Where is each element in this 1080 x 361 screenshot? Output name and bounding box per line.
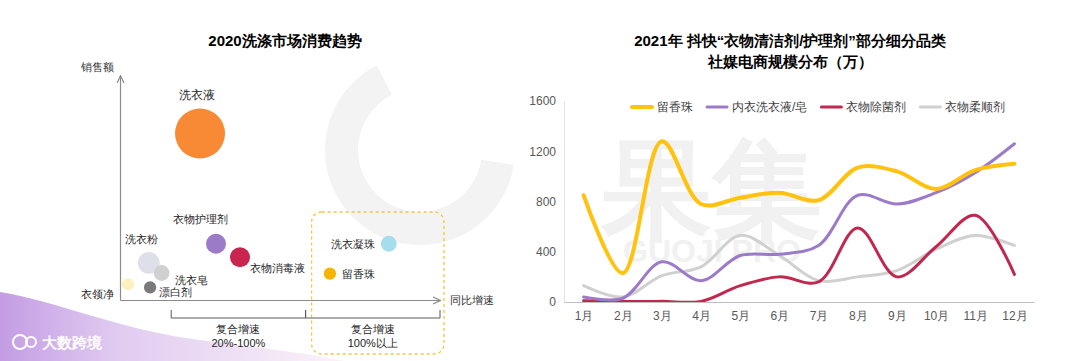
legend-item: 衣物除菌剂 <box>821 100 906 114</box>
tick: 2月 <box>614 302 633 323</box>
tick: 1月 <box>575 302 594 323</box>
tick: 12月 <box>1002 302 1027 323</box>
x-axis <box>121 300 441 301</box>
tick: 400 <box>536 245 564 259</box>
bubble <box>381 236 397 252</box>
bubble-label: 衣领净 <box>81 288 114 300</box>
legend-label: 衣物除菌剂 <box>846 100 906 114</box>
bubble-label: 衣物消毒液 <box>250 262 305 274</box>
tick-label: 2月 <box>614 309 633 323</box>
background-arc <box>325 65 514 245</box>
tick-label: 11月 <box>964 309 988 323</box>
legend-swatch <box>632 105 652 109</box>
bubble <box>206 234 226 254</box>
tick-label: 4月 <box>692 309 711 323</box>
bubble-label: 洗衣粉 <box>125 233 158 245</box>
tick: 1200 <box>529 145 564 159</box>
highlight-box <box>312 212 444 354</box>
series-line <box>584 235 1015 297</box>
tick-label: 8月 <box>849 309 868 323</box>
legend-swatch <box>920 106 940 109</box>
series-line <box>584 141 1015 273</box>
tick-label: 5月 <box>731 309 750 323</box>
tick-label: 9月 <box>888 309 907 323</box>
line-chart: 2021年 抖快“衣物清洁剂/护理剂”部分细分品类社媒电商规模分布（万） 0 400… <box>529 32 1034 323</box>
tick: 3月 <box>653 302 672 323</box>
bubble-label: 衣物护理剂 <box>173 213 228 225</box>
axis-title: 销售额 <box>80 61 114 73</box>
y-axis: 0 400 800 1200 1600 <box>529 94 564 309</box>
chart-title: 2021年 抖快“衣物清洁剂/护理剂”部分细分品类 <box>634 32 946 49</box>
series-line <box>584 215 1015 302</box>
legend-item: 内衣洗衣液/皂 <box>707 100 807 114</box>
legend-label: 衣物柔顺剂 <box>945 100 1005 114</box>
legend-label: 内衣洗衣液/皂 <box>732 100 807 114</box>
tick: 11月 <box>964 302 988 323</box>
background-wave <box>0 292 345 361</box>
tick: 0 <box>549 295 564 309</box>
bubble <box>175 109 225 159</box>
tick: 8月 <box>849 302 868 323</box>
tick-label: 10月 <box>924 309 949 323</box>
tick-label: 1月 <box>575 309 594 323</box>
logo-icon <box>26 337 36 347</box>
legend-swatch <box>707 106 727 109</box>
tick: 6月 <box>771 302 790 323</box>
annotation-text: 复合增速 <box>351 323 395 335</box>
bubbles <box>122 109 397 294</box>
x-axis: 1月 2月 3月 4月 5月 6月 7月 8月 9月 10月 11月 12月 <box>565 302 1035 323</box>
tick-label: 0 <box>549 295 556 309</box>
legend-item: 衣物柔顺剂 <box>920 100 1005 114</box>
tick-label: 1600 <box>529 94 556 108</box>
bubble-label: 漂白剂 <box>159 286 192 298</box>
bubble-label: 洗衣皂 <box>175 274 208 286</box>
tick-label: 800 <box>536 195 556 209</box>
bubble-label: 洗衣液 <box>179 88 215 102</box>
annotation-bracket <box>171 310 305 318</box>
bubble <box>122 278 134 290</box>
axis-line <box>564 102 565 303</box>
bubble-label: 洗衣凝珠 <box>331 238 375 250</box>
page: 大数跨境果集GUOJI PRO2020洗涤市场消费趋势销售额同比增速复合增速20… <box>0 0 1080 361</box>
legend-item: 留香珠 <box>632 100 693 114</box>
tick: 5月 <box>731 302 750 323</box>
chart-subtitle: 社媒电商规模分布（万） <box>707 53 873 70</box>
bubble <box>230 247 250 267</box>
tick-label: 400 <box>536 245 556 259</box>
bubble <box>324 268 336 280</box>
bubble-chart: 2020洗涤市场消费趋势销售额同比增速复合增速 20%-100% 复合增速 100%以… <box>80 32 494 354</box>
tick: 4月 <box>692 302 711 323</box>
tick: 1600 <box>529 94 564 108</box>
tick: 9月 <box>888 302 907 323</box>
annotation-text: 100%以上 <box>348 337 398 349</box>
tick: 10月 <box>924 302 949 323</box>
tick-label: 3月 <box>653 309 672 323</box>
lines <box>584 141 1015 302</box>
axis-line <box>120 76 121 301</box>
chart-title: 2020洗涤市场消费趋势 <box>208 32 361 49</box>
tick-label: 7月 <box>810 309 829 323</box>
logo-icon <box>13 335 27 349</box>
legend: 留香珠 内衣洗衣液/皂 衣物除菌剂 衣物柔顺剂 <box>632 100 1005 114</box>
bubble-label: 留香珠 <box>342 268 375 280</box>
tick-label: 12月 <box>1002 309 1027 323</box>
decoration <box>0 65 514 361</box>
annotation-text: 20%-100% <box>211 337 265 349</box>
annotation-bracket <box>306 310 440 318</box>
annotation-text: 复合增速 <box>216 323 260 335</box>
logo-text: 大数跨境 <box>42 334 103 351</box>
tick: 7月 <box>810 302 829 323</box>
axis-line <box>565 302 1035 303</box>
axis-title: 同比增速 <box>450 294 494 306</box>
tick-label: 1200 <box>529 145 556 159</box>
legend-swatch <box>821 106 841 109</box>
bubble <box>144 281 156 293</box>
tick-label: 6月 <box>771 309 790 323</box>
axis-line <box>121 300 441 301</box>
y-axis <box>120 76 121 301</box>
legend-label: 留香珠 <box>657 100 693 114</box>
bubble <box>154 265 170 281</box>
tick: 800 <box>536 195 564 209</box>
logo: 大数跨境 <box>13 334 103 351</box>
